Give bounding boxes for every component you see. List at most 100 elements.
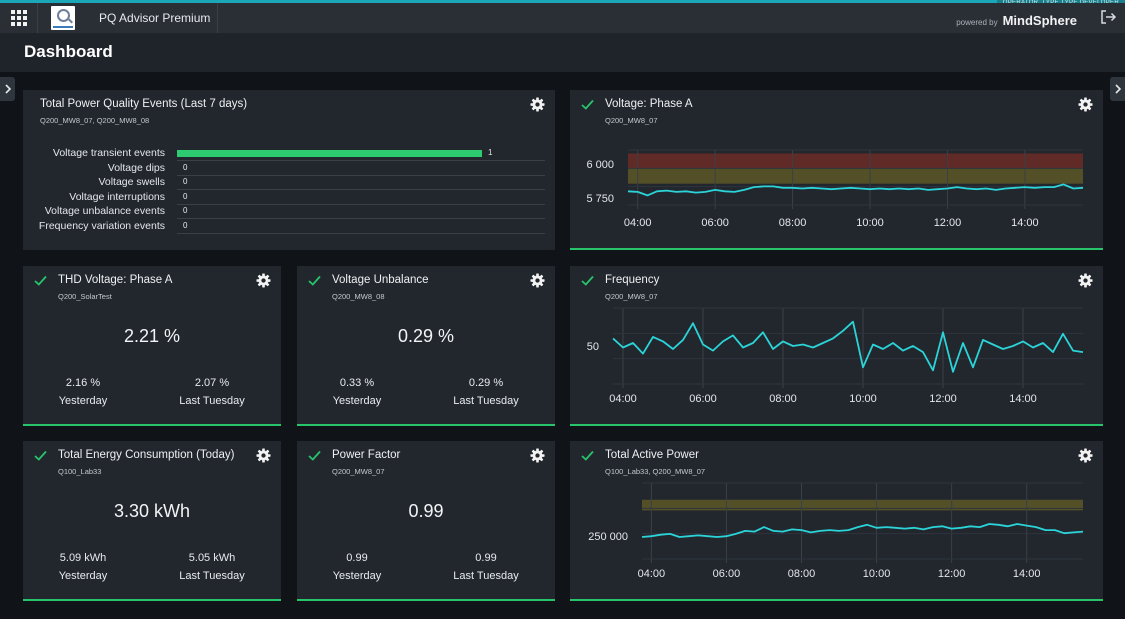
kpi-yesterday: 0.99 Yesterday — [312, 552, 402, 582]
page-title: Dashboard — [24, 42, 113, 61]
event-value: 0 — [183, 177, 188, 187]
x-tick-label: 12:00 — [934, 217, 962, 229]
kpi-yesterday-value: 2.16 % — [65, 377, 101, 389]
card-title: Frequency — [605, 274, 660, 286]
card-subtitle: Q200_MW8_08 — [332, 292, 385, 301]
expand-left-button[interactable] — [0, 77, 15, 101]
card-subtitle: Q200_MW8_07 — [605, 292, 658, 301]
event-label: Frequency variation events — [38, 220, 165, 232]
kpi-yesterday-value: 0.33 % — [339, 377, 375, 389]
x-tick-label: 06:00 — [689, 393, 717, 405]
threshold-band — [642, 499, 1083, 511]
card-title: Voltage: Phase A — [605, 98, 693, 110]
gear-icon[interactable] — [530, 448, 545, 463]
x-tick-label: 04:00 — [609, 393, 637, 405]
x-tick-label: 14:00 — [1013, 568, 1041, 580]
event-bar[interactable] — [177, 150, 482, 157]
series-line — [627, 183, 1084, 197]
event-value: 0 — [183, 191, 188, 201]
thd-card: THD Voltage: Phase A Q200_SolarTest 2.21… — [23, 266, 281, 426]
x-tick-label: 14:00 — [1009, 393, 1037, 405]
accent-top-line — [0, 0, 1125, 3]
card-subtitle: Q200_MW8_07 — [605, 116, 658, 125]
event-label: Voltage dips — [107, 161, 165, 174]
gear-icon[interactable] — [530, 273, 545, 288]
event-value: 1 — [488, 148, 493, 157]
voltage-chart: 04:00 06:00 08:00 10:00 12:00 14:00 6 000 5 750 — [586, 149, 1084, 229]
app-header: PQ Advisor Premium powered by MindSphere — [0, 3, 1125, 33]
kpi-last-tuesday: 0.29 % Last Tuesday — [441, 377, 531, 407]
gear-icon[interactable] — [256, 448, 271, 463]
series-line — [641, 523, 1084, 538]
kpi-last-tuesday: 0.99 Last Tuesday — [441, 552, 531, 582]
kpi-value: 0.29 % — [397, 326, 455, 346]
check-icon — [308, 450, 321, 461]
kpi-last-tuesday-label: Last Tuesday — [179, 570, 245, 582]
kpi-last-tuesday: 5.05 kWh Last Tuesday — [167, 552, 257, 582]
card-subtitle: Q100_Lab33, Q200_MW8_07 — [605, 467, 706, 476]
apps-grid-icon — [10, 10, 27, 26]
y-tick-label: 50 — [587, 341, 599, 353]
kpi-yesterday: 2.16 % Yesterday — [38, 377, 128, 407]
card-subtitle: Q100_Lab33 — [58, 467, 102, 476]
kpi-last-tuesday-label: Last Tuesday — [453, 395, 519, 407]
event-label: Voltage swells — [98, 176, 165, 189]
brand-logo: MindSphere — [1002, 13, 1077, 28]
frequency-chart: 04:00 06:00 08:00 10:00 12:00 14:00 50 — [587, 307, 1084, 405]
event-row: Voltage interruptions 0 — [23, 190, 545, 205]
card-subtitle: Q200_SolarTest — [58, 292, 112, 301]
event-row: Voltage transient events 1 — [23, 147, 545, 161]
page-title-bar: Dashboard — [0, 33, 1125, 72]
expand-right-button[interactable] — [1110, 77, 1125, 101]
frequency-card: Frequency Q200_MW8_07 04:00 06:00 08:00 10:… — [570, 266, 1103, 426]
y-tick-label: 250 000 — [588, 531, 628, 543]
gear-icon[interactable] — [530, 97, 545, 112]
gear-icon[interactable] — [256, 273, 271, 288]
energy-card: Total Energy Consumption (Today) Q100_La… — [23, 441, 281, 601]
unbalance-card: Voltage Unbalance Q200_MW8_08 0.29 % 0.3… — [297, 266, 555, 426]
event-label: Voltage unbalance events — [44, 205, 165, 218]
kpi-last-tuesday: 2.07 % Last Tuesday — [167, 377, 257, 407]
event-label: Voltage interruptions — [69, 190, 165, 203]
event-value: 0 — [183, 206, 188, 216]
x-tick-label: 10:00 — [863, 568, 891, 580]
threshold-band — [628, 153, 1083, 169]
card-title: Power Factor — [332, 449, 401, 461]
event-row: Frequency variation events 0 — [23, 220, 545, 234]
card-title: THD Voltage: Phase A — [58, 274, 173, 286]
kpi-yesterday: 0.33 % Yesterday — [312, 377, 402, 407]
event-gridline — [177, 218, 545, 220]
apps-button[interactable] — [0, 3, 38, 33]
x-tick-label: 12:00 — [929, 393, 957, 405]
exit-icon[interactable] — [1099, 8, 1117, 26]
active-power-card: Total Active Power Q100_Lab33, Q200_MW8_… — [570, 441, 1103, 601]
card-subtitle: Q200_MW8_07, Q200_MW8_08 — [40, 116, 150, 125]
kpi-yesterday-label: Yesterday — [332, 570, 382, 582]
event-gridline — [177, 203, 545, 205]
kpi-value: 0.99 — [408, 501, 444, 521]
kpi-value: 3.30 kWh — [113, 501, 191, 521]
app-title[interactable]: PQ Advisor Premium — [99, 11, 211, 25]
kpi-yesterday-label: Yesterday — [58, 570, 108, 582]
kpi-yesterday-value: 5.09 kWh — [59, 552, 107, 564]
card-title: Total Power Quality Events (Last 7 days) — [40, 98, 248, 110]
events-card: Total Power Quality Events (Last 7 days)… — [23, 90, 555, 250]
kpi-value: 2.21 % — [123, 326, 181, 346]
x-tick-label: 04:00 — [638, 568, 666, 580]
kpi-yesterday-value: 0.99 — [346, 552, 368, 564]
kpi-last-tuesday-label: Last Tuesday — [453, 570, 519, 582]
x-tick-label: 08:00 — [779, 217, 807, 229]
threshold-band — [628, 168, 1083, 184]
kpi-yesterday-label: Yesterday — [332, 395, 382, 407]
event-row: Voltage swells 0 — [23, 176, 545, 191]
x-tick-label: 08:00 — [769, 393, 797, 405]
x-tick-label: 06:00 — [701, 217, 729, 229]
kpi-yesterday-label: Yesterday — [58, 395, 108, 407]
kpi-last-tuesday-value: 0.99 — [475, 552, 497, 564]
event-gridline — [177, 160, 545, 161]
event-gridline — [177, 233, 545, 234]
voltage-card: Voltage: Phase A Q200_MW8_07 04:00 06:00 0… — [570, 90, 1103, 250]
app-logo-icon[interactable] — [51, 6, 75, 30]
series-line — [612, 320, 1084, 373]
event-value: 0 — [183, 221, 188, 230]
